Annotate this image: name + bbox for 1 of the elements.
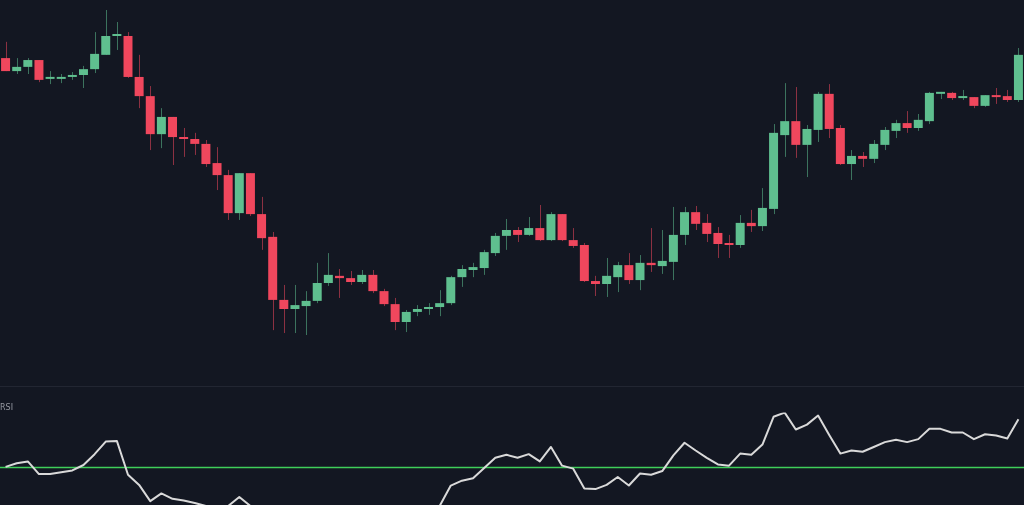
chart-title: RSI — [0, 402, 13, 412]
